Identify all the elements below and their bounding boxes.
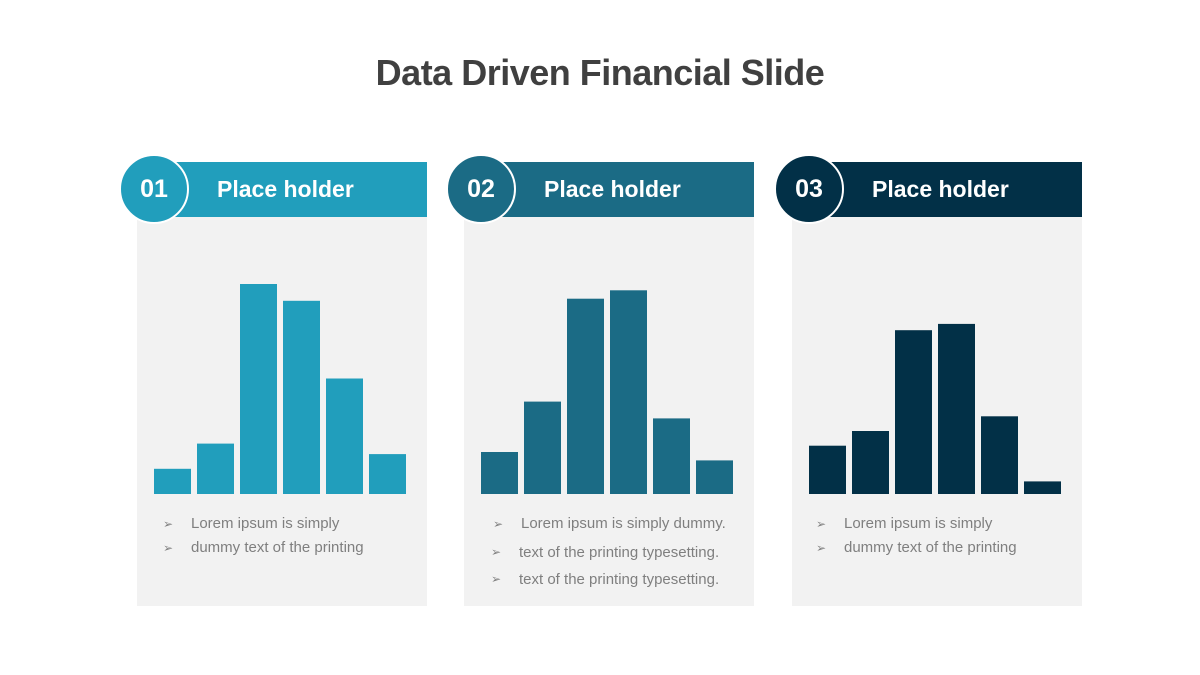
bar-chart-1: [154, 284, 406, 494]
bar-5: [326, 378, 363, 494]
card-title: Place holder: [217, 176, 354, 202]
arrow-bullet-icon: ➢: [493, 517, 504, 531]
bullet-item: ➢ text of the printing typesetting.: [464, 566, 754, 593]
bar-4: [938, 323, 975, 494]
bar-1: [809, 445, 846, 494]
bar-2: [197, 443, 234, 494]
bullet-item: ➢ text of the printing typesetting.: [464, 539, 754, 566]
bar-4: [283, 300, 320, 494]
card-title: Place holder: [544, 176, 681, 202]
bar-3: [567, 298, 604, 494]
bullet-item: ➢ Lorem ipsum is simply dummy.: [464, 512, 754, 539]
number-badge: 02: [446, 154, 516, 224]
arrow-bullet-icon: ➢: [491, 545, 502, 559]
card-body: [137, 217, 427, 606]
bar-6: [696, 460, 733, 494]
number-badge: 01: [119, 154, 189, 224]
bullet-list: ➢ Lorem ipsum is simply ➢ dummy text of th…: [137, 512, 427, 560]
arrow-bullet-icon: ➢: [163, 517, 174, 531]
bullet-list: ➢ Lorem ipsum is simply ➢ dummy text of th…: [792, 512, 1082, 560]
arrow-bullet-icon: ➢: [163, 541, 174, 555]
bullet-item: ➢ dummy text of the printing: [137, 536, 427, 560]
card-2: Place holder 02 ➢ Lorem ipsum is simply d…: [446, 154, 754, 606]
bar-1: [481, 452, 518, 494]
bar-chart-2: [481, 290, 733, 494]
number-badge: 03: [774, 154, 844, 224]
arrow-bullet-icon: ➢: [816, 541, 827, 555]
bar-2: [852, 431, 889, 494]
bullet-item: ➢ dummy text of the printing: [792, 536, 1082, 560]
bar-chart-3: [809, 323, 1061, 494]
bar-3: [895, 330, 932, 494]
card-body: [464, 217, 754, 606]
bar-1: [154, 468, 191, 494]
bar-5: [981, 416, 1018, 494]
bar-5: [653, 418, 690, 494]
arrow-bullet-icon: ➢: [816, 517, 827, 531]
bar-6: [1024, 481, 1061, 494]
arrow-bullet-icon: ➢: [491, 572, 502, 586]
slide-title: Data Driven Financial Slide: [375, 52, 825, 93]
card-title: Place holder: [872, 176, 1009, 202]
bar-3: [240, 284, 277, 494]
bullet-list: ➢ Lorem ipsum is simply dummy. ➢ text of t…: [464, 512, 754, 593]
card-1: Place holder 01 ➢ Lorem ipsum is simply ➢…: [119, 154, 427, 606]
card-header: Place holder: [792, 162, 1082, 217]
card-body: [792, 217, 1082, 606]
bar-6: [369, 454, 406, 494]
bullet-item: ➢ Lorem ipsum is simply: [792, 512, 1082, 536]
bullet-item: ➢ Lorem ipsum is simply: [137, 512, 427, 536]
bar-4: [610, 290, 647, 494]
bar-2: [524, 401, 561, 494]
card-3: Place holder 03 ➢ Lorem ipsum is simply ➢…: [774, 154, 1082, 606]
